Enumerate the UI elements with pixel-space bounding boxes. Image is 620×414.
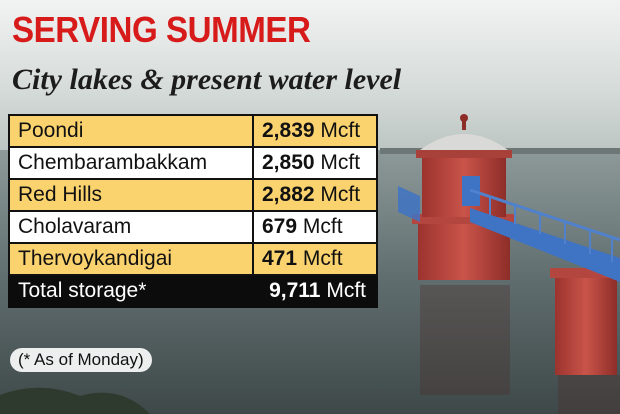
lake-level-value: 679 — [262, 215, 298, 238]
headline: SERVING SUMMER — [12, 9, 311, 50]
lake-level-value: 471 — [262, 247, 298, 270]
lake-level: 2,850 Mcft — [252, 146, 378, 180]
lake-name: Chembarambakkam — [8, 146, 254, 180]
lake-name: Poondi — [8, 114, 254, 148]
lake-level: 2,839 Mcft — [252, 114, 378, 148]
total-storage-row: Total storage* 9,711 Mcft — [8, 274, 378, 308]
lake-level-unit: Mcft — [302, 215, 343, 238]
table-row: Poondi 2,839 Mcft — [8, 114, 378, 148]
lake-level-value: 2,882 — [262, 183, 315, 206]
lake-name: Thervoykandigai — [8, 242, 254, 276]
lake-name: Cholavaram — [8, 210, 254, 244]
table-row: Chembarambakkam 2,850 Mcft — [8, 146, 378, 180]
table-row: Cholavaram 679 Mcft — [8, 210, 378, 244]
table-row: Thervoykandigai 471 Mcft — [8, 242, 378, 276]
total-storage-level: 9,711 Mcft — [252, 274, 378, 308]
total-storage-value: 9,711 — [269, 279, 321, 302]
subheadline: City lakes & present water level — [12, 63, 402, 96]
lake-levels-table: Poondi 2,839 Mcft Chembarambakkam 2,850 … — [8, 114, 378, 308]
footnote: (* As of Monday) — [10, 348, 152, 372]
table-row: Red Hills 2,882 Mcft — [8, 178, 378, 212]
total-storage-label: Total storage* — [8, 274, 254, 308]
lake-level: 471 Mcft — [252, 242, 378, 276]
lake-level-value: 2,850 — [262, 151, 315, 174]
lake-name: Red Hills — [8, 178, 254, 212]
lake-level-unit: Mcft — [320, 183, 361, 206]
lake-level-value: 2,839 — [262, 119, 315, 142]
lake-level-unit: Mcft — [302, 247, 343, 270]
lake-level-unit: Mcft — [320, 119, 361, 142]
lake-level-unit: Mcft — [320, 151, 361, 174]
total-storage-unit: Mcft — [326, 279, 366, 302]
lake-level: 679 Mcft — [252, 210, 378, 244]
lake-level: 2,882 Mcft — [252, 178, 378, 212]
